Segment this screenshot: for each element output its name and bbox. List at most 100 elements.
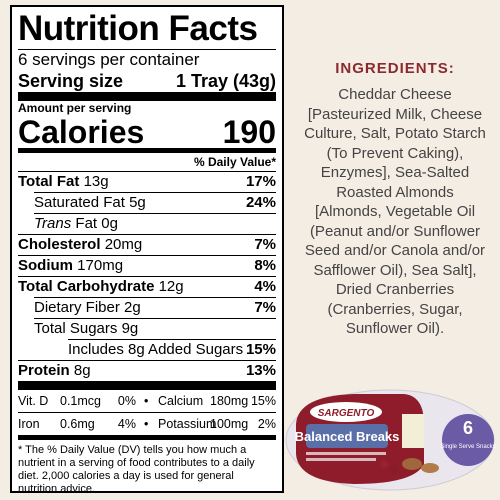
almond: [402, 458, 422, 470]
vitamin-name: Vit. D: [18, 394, 49, 408]
bullet: •: [144, 394, 149, 408]
footnote: * The % Daily Value (DV) tells you how m…: [18, 444, 255, 495]
nutrient-amount: 2g: [124, 299, 141, 316]
nutrient-dv: 7%: [254, 236, 276, 253]
nutrient-amount: 13g: [83, 173, 109, 190]
amount-per-serving: Amount per serving: [18, 101, 132, 115]
row-rule: [18, 234, 276, 235]
nutrient-prefix: Trans: [34, 215, 72, 232]
nutrition-label: Nutrition Facts 6 servings per container…: [10, 5, 284, 495]
vitamin-row: Vit. D 0.1mcg 0% Calcium 180mg 15% •: [18, 390, 276, 412]
dv-header: % Daily Value*: [193, 155, 276, 169]
nutrient-dv: 17%: [245, 173, 276, 190]
nutrient-row: Trans Fat 0g: [18, 213, 276, 234]
calories-label: Calories: [18, 114, 145, 150]
medium-rule: [18, 435, 276, 440]
ingredients: INGREDIENTS: Cheddar Cheese [Pasteurized …: [290, 60, 500, 339]
nutrient-row: Includes 8g Added Sugars 15%: [18, 339, 276, 360]
calories: Calories 190: [18, 116, 276, 148]
cranberry: [389, 465, 399, 475]
nutrient-amount: 12g: [158, 278, 184, 295]
nutrient-rows: Total Fat 13g 17% Saturated Fat 5g 24% Trans…: [18, 171, 276, 381]
nutrient-row: Saturated Fat 5g 24%: [18, 192, 276, 213]
nutrient-dv: 4%: [254, 278, 276, 295]
row-rule: [18, 276, 276, 277]
nutrient-name: Dietary Fiber: [34, 299, 120, 316]
vitamin-amount: 100mg: [210, 417, 249, 431]
vitamin-amount: 180mg: [210, 394, 249, 408]
nutrient-amount: 9g: [121, 320, 139, 337]
description: [306, 458, 376, 461]
nutrient-name: Includes 8g Added Sugars: [68, 341, 244, 358]
nutrient-name: Sodium: [18, 257, 73, 274]
ingredient-line: Roasted Almonds: [336, 183, 454, 201]
row-rule: [34, 213, 276, 214]
nutrient-dv: 7%: [254, 299, 276, 316]
ingredient-line: [Almonds, Vegetable Oil: [314, 203, 476, 220]
row-rule: [34, 297, 276, 298]
vitamin-dv: 4%: [117, 417, 136, 431]
product-image: SARGENTO Balanced Breaks 6 Single Serve …: [285, 389, 496, 491]
vitamin-rows: Vit. D 0.1mcg 0% Calcium 180mg 15% • Iron 0.6mg 4…: [18, 390, 276, 435]
ingredient-line: Dried Cranberries: [335, 281, 455, 298]
nutrient-name: Total Carbohydrate: [18, 278, 155, 295]
serving-size-label: Serving size: [18, 71, 124, 91]
ingredients-title: INGREDIENTS:: [335, 60, 455, 77]
vitamin-name: Calcium: [158, 394, 204, 408]
vitamin-row: Iron 0.6mg 4% Potassium 100mg 2% •: [18, 412, 276, 435]
name-panel: [306, 424, 388, 448]
nutrient-name: Total Fat: [18, 173, 80, 190]
ingredient-line: Sunflower Oil).: [345, 320, 445, 337]
nutrient-row: Protein 8g 13%: [18, 360, 276, 381]
nutrient-amount: 8g: [73, 362, 91, 379]
nutrient-amount: 0g: [101, 215, 118, 232]
thick-rule: [18, 92, 276, 101]
vitamin-dv: 15%: [250, 394, 276, 408]
medium-rule: [18, 148, 276, 153]
nutrient-name: Saturated Fat: [34, 194, 125, 211]
count-label: Single Serve Snacks: [440, 444, 495, 450]
nutrient-dv: 24%: [245, 194, 276, 211]
vitamin-dv: 0%: [117, 394, 136, 408]
serving-size-value: 1 Tray (43g): [175, 71, 276, 91]
nutrient-amount: 170mg: [77, 257, 124, 274]
vitamin-name: Iron: [18, 417, 40, 431]
vitamin-name: Potassium: [158, 417, 217, 431]
nutrient-dv: 13%: [245, 362, 276, 379]
product-name: Balanced Breaks: [295, 429, 400, 444]
nutrient-dv: 8%: [254, 257, 276, 274]
ingredient-line: (Cranberries, Sugar,: [327, 300, 463, 318]
ingredient-line: Safflower Oil), Sea Salt],: [313, 261, 477, 279]
almond: [421, 463, 439, 473]
calories-value: 190: [222, 114, 276, 150]
serving-size: Serving size 1 Tray (43g): [18, 70, 276, 92]
row-rule: [18, 171, 276, 172]
cranberry: [380, 460, 388, 468]
ingredient-line: Enzymes], Sea-Salted: [320, 164, 470, 181]
cheese: [402, 414, 424, 448]
vitamin-dv: 2%: [257, 417, 276, 431]
row-rule: [34, 318, 276, 319]
ingredient-line: Seed and/or Canola and/or: [304, 242, 486, 259]
ingredient-line: [Pasteurized Milk, Cheese: [307, 105, 483, 123]
nutrient-row: Dietary Fiber 2g 7%: [18, 297, 276, 318]
nutrient-dv: 15%: [245, 341, 276, 358]
ingredients-text: Cheddar Cheese [Pasteurized Milk, Cheese C…: [290, 85, 500, 339]
vitamin-amount: 0.6mg: [60, 417, 95, 431]
row-rule: [18, 255, 276, 256]
row-rule: [68, 339, 276, 340]
row-rule: [34, 192, 276, 193]
nutrient-row: Total Carbohydrate 12g 4%: [18, 276, 276, 297]
logo-badge: [310, 402, 382, 422]
vitamin-amount: 0.1mcg: [60, 394, 101, 408]
nutrient-name: Total Sugars: [34, 320, 118, 337]
nutrient-amount: 20mg: [104, 236, 143, 253]
nutrient-row: Total Sugars 9g: [18, 318, 276, 339]
thick-rule: [18, 381, 276, 390]
ingredient-line: (To Prevent Caking),: [326, 144, 464, 162]
nutrient-row: Total Fat 13g 17%: [18, 171, 276, 192]
count: 6: [463, 418, 473, 438]
ingredient-line: Culture, Salt, Potato Starch: [304, 125, 486, 142]
nutrient-name: Fat: [75, 215, 98, 232]
